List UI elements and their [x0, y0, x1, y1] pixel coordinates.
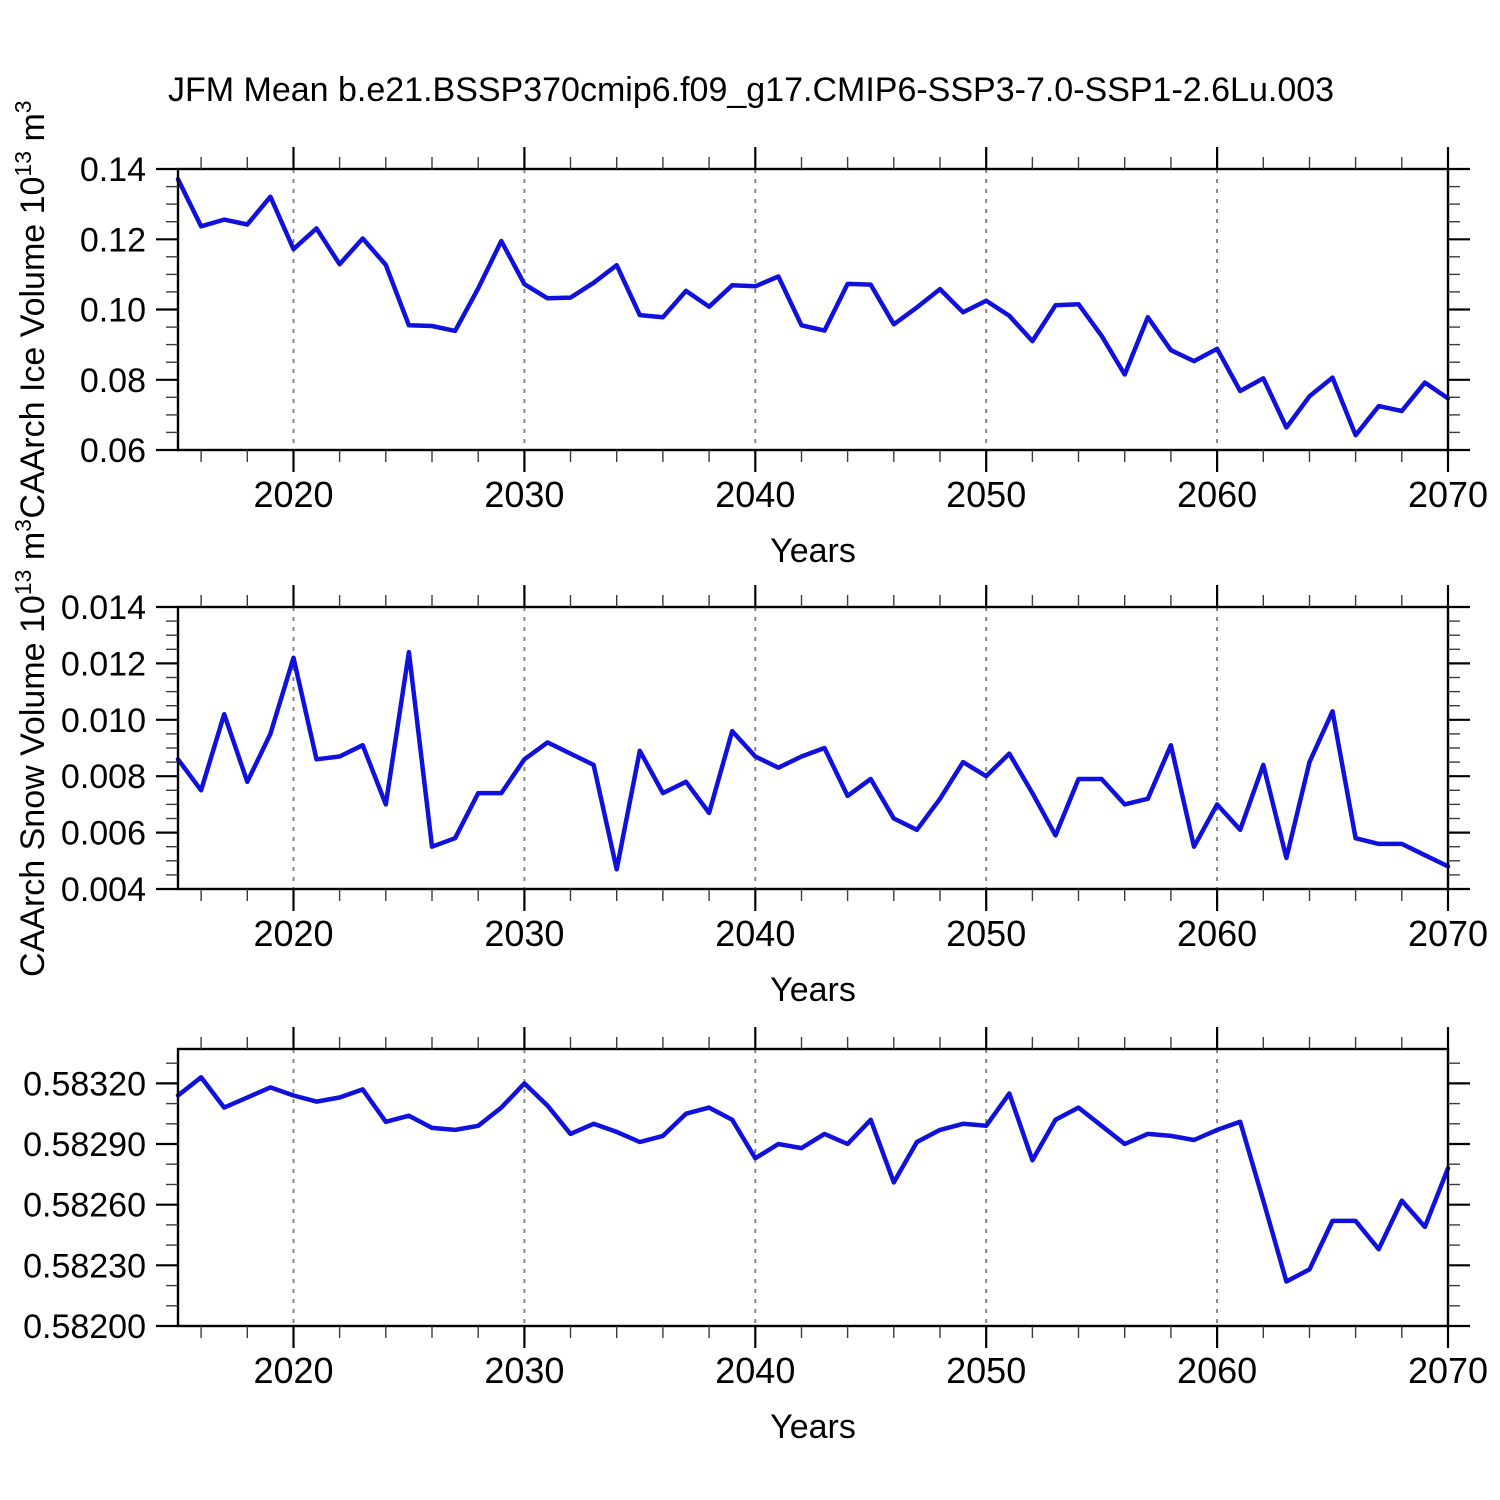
y-tick-label: 0.006	[61, 815, 146, 853]
x-tick-label: 2060	[1177, 1350, 1257, 1391]
x-tick-label: 2050	[946, 913, 1026, 954]
y-tick-label: 0.58320	[23, 1065, 146, 1103]
y-tick-label: 0.012	[61, 645, 146, 683]
third-series-data-line	[175, 1075, 1451, 1284]
x-tick-label: 2070	[1408, 1350, 1488, 1391]
chart-title: JFM Mean b.e21.BSSP370cmip6.f09_g17.CMIP…	[168, 71, 1334, 109]
y-axis-title: CAArch Ice Volume 1013 m3	[10, 100, 52, 518]
plot-frame	[176, 1047, 1450, 1328]
x-tick-label: 2040	[715, 913, 795, 954]
plot-frame	[176, 167, 1450, 452]
y-tick-label: 0.58230	[23, 1247, 146, 1285]
plot-frame	[176, 605, 1450, 891]
x-tick-label: 2070	[1408, 913, 1488, 954]
y-tick-label: 0.08	[80, 362, 146, 400]
x-tick-label: 2040	[715, 474, 795, 515]
y-axis-title-text: CAArch Snow Volume 10	[14, 595, 52, 977]
y-tick-label: 0.010	[61, 702, 146, 740]
y-tick-label: 0.06	[80, 432, 146, 470]
x-tick-label: 2020	[253, 1350, 333, 1391]
x-tick-label: 2060	[1177, 913, 1257, 954]
y-tick-label: 0.58290	[23, 1126, 146, 1164]
x-axis-title: Years	[770, 532, 856, 570]
y-axis-title-superscript: 3	[10, 100, 36, 113]
y-axis-title: CAArch Snow Volume 1013 m3	[10, 519, 52, 977]
x-tick-label: 2050	[946, 1350, 1026, 1391]
x-tick-label: 2030	[484, 474, 564, 515]
x-tick-label: 2020	[253, 474, 333, 515]
x-axis-title: Years	[770, 1408, 856, 1446]
panels-group: 2020 2030 2040 2050 2060 2070 0.06 0.08 0.10 0.12…	[10, 100, 1488, 1446]
x-axis-title: Years	[770, 971, 856, 1009]
panel-third-series: 2020 2030 2040 2050 2060 2070 0.58200 0.58230 0.…	[23, 1027, 1488, 1446]
caarch-ice-volume-data-line	[175, 176, 1451, 438]
panel-caarch-snow-volume: 2020 2030 2040 2050 2060 2070 0.004 0.006 0.008 0…	[10, 519, 1488, 1009]
y-tick-label: 0.014	[61, 589, 146, 627]
y-tick-label: 0.008	[61, 758, 146, 796]
x-tick-label: 2030	[484, 1350, 564, 1391]
y-axis-title-text: m	[14, 532, 52, 570]
x-tick-label: 2020	[253, 913, 333, 954]
x-tick-label: 2030	[484, 913, 564, 954]
caarch-snow-volume-data-line	[175, 649, 1451, 872]
y-tick-label: 0.004	[61, 871, 146, 909]
y-axis-title-superscript: 13	[10, 151, 36, 177]
y-tick-label: 0.58260	[23, 1187, 146, 1225]
y-tick-label: 0.10	[80, 292, 146, 330]
x-tick-label: 2070	[1408, 474, 1488, 515]
y-axis-title-text: CAArch Ice Volume 10	[14, 177, 52, 519]
x-tick-label: 2050	[946, 474, 1026, 515]
y-axis-title-superscript: 13	[10, 570, 36, 596]
x-tick-label: 2040	[715, 1350, 795, 1391]
y-axis-title-text: m	[14, 113, 52, 151]
y-tick-label: 0.12	[80, 221, 146, 259]
y-tick-label: 0.14	[80, 151, 146, 189]
panel-caarch-ice-volume: 2020 2030 2040 2050 2060 2070 0.06 0.08 0.10 0.12…	[10, 100, 1488, 570]
y-axis-title-superscript: 3	[10, 519, 36, 532]
y-tick-label: 0.58200	[23, 1308, 146, 1346]
x-tick-label: 2060	[1177, 474, 1257, 515]
